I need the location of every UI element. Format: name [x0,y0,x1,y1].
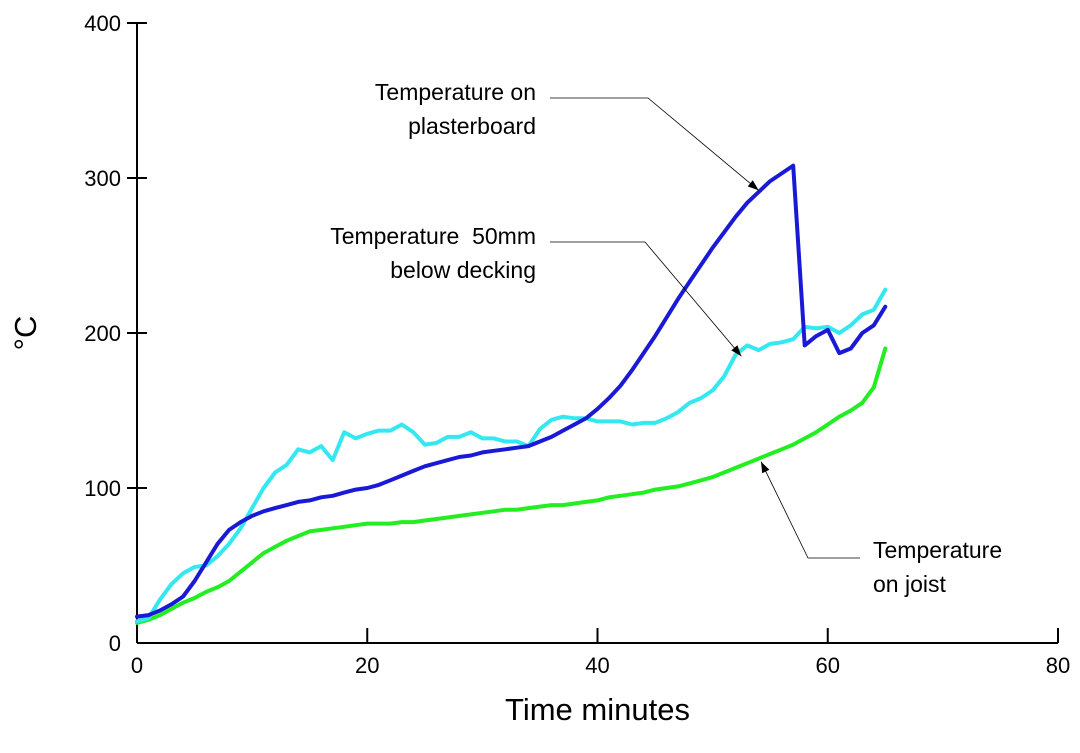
annotations: Temperature on plasterboard Temperature 50… [330,79,1002,597]
x-tick-label: 60 [816,653,840,678]
y-tick-label: 200 [84,321,121,346]
y-tick-label: 300 [84,166,121,191]
ticks: 0 100 200 300 400 0 20 40 60 80 [84,11,1070,678]
series-line-joist [135,346,888,625]
arrowhead-plasterboard [747,180,759,191]
series-line-decking [135,287,888,624]
y-tick-label: 0 [109,631,121,656]
annotation-plasterboard-line-1: Temperature on [375,79,536,105]
leader-line-decking [550,241,742,357]
x-tick-label: 0 [131,653,143,678]
series [135,163,888,625]
x-axis-title: Time minutes [505,692,690,727]
arrowhead-joist [761,461,770,474]
y-tick-label: 100 [84,476,121,501]
annotation-joist-line-2: on joist [873,571,946,597]
x-tick-label: 20 [355,653,379,678]
series-line-plasterboard [135,163,888,619]
annotation-plasterboard-line-2: plasterboard [408,113,536,139]
annotation-joist-line-1: Temperature [873,537,1002,563]
y-tick-label: 400 [84,11,121,36]
leader-line-joist [760,461,860,559]
annotation-decking-line-1: Temperature 50mm [330,223,536,249]
x-tick-label: 80 [1046,653,1070,678]
leader-line-plasterboard [550,97,759,191]
arrowhead-decking [731,345,742,357]
x-tick-label: 40 [585,653,609,678]
y-axis-title: °C [8,316,43,351]
annotation-decking-line-2: below decking [390,257,536,283]
